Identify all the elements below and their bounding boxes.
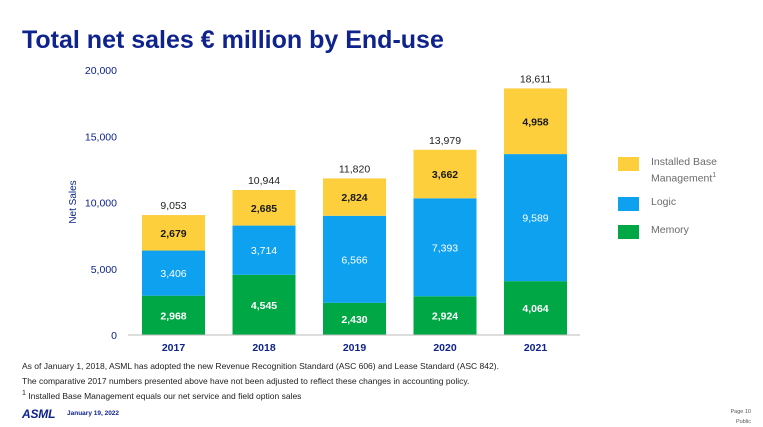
- y-tick-label: 10,000: [85, 198, 117, 210]
- data-label: 2,430: [341, 314, 367, 326]
- footnote-accounting-standards: As of January 1, 2018, ASML has adopted …: [22, 361, 499, 371]
- legend-item: Memory: [618, 224, 741, 239]
- data-label: 2,968: [160, 310, 186, 322]
- data-label: 3,406: [160, 268, 186, 280]
- page-title: Total net sales € million by End-use: [22, 26, 444, 54]
- x-tick-label: 2018: [252, 342, 276, 354]
- total-label: 9,053: [160, 200, 186, 212]
- legend-label: Memory: [651, 224, 741, 237]
- data-label: 2,679: [160, 228, 186, 240]
- legend-label-text: Installed Base Management: [651, 156, 717, 185]
- bar-segment-memory: [142, 295, 205, 335]
- total-label: 10,944: [248, 175, 280, 187]
- y-tick-label: 15,000: [85, 131, 117, 143]
- data-label: 2,685: [251, 203, 277, 215]
- data-label: 4,064: [522, 303, 548, 315]
- bar-segment-memory: [504, 281, 567, 335]
- bar-segment-installed-base-management: [413, 149, 477, 199]
- footnote-marker: 1: [22, 389, 26, 397]
- bar-segment-memory: [323, 302, 386, 335]
- footnote-installed-base-text: Installed Base Management equals our net…: [28, 390, 302, 401]
- data-label: 2,824: [341, 192, 367, 204]
- bar-segment-installed-base-management: [142, 215, 205, 251]
- total-label: 13,979: [429, 135, 461, 147]
- x-tick-label: 2017: [162, 342, 186, 354]
- legend-label: Installed Base Management1: [651, 156, 741, 186]
- footnote-installed-base: 1 Installed Base Management equals our n…: [22, 389, 301, 401]
- data-label: 6,566: [341, 254, 367, 266]
- page-number: Page 10: [730, 409, 752, 415]
- x-tick-label: 2020: [433, 342, 457, 354]
- legend-label-text: Logic: [651, 196, 677, 208]
- bar-segment-logic: [142, 250, 205, 296]
- legend-item: Logic: [618, 196, 741, 211]
- y-tick-label: 0: [111, 330, 117, 342]
- total-label: 18,611: [520, 73, 551, 85]
- x-tick-label: 2019: [343, 342, 367, 354]
- bar-segment-logic: [323, 215, 386, 303]
- legend-swatch: [618, 225, 639, 239]
- bar-segment-memory: [413, 296, 477, 335]
- y-tick-label: 5,000: [91, 264, 117, 276]
- footnote-comparative-2017: The comparative 2017 numbers presented a…: [22, 376, 470, 386]
- x-tick-label: 2021: [524, 342, 548, 354]
- y-tick-label: 20,000: [85, 65, 117, 77]
- legend-footnote-marker: 1: [712, 172, 717, 179]
- total-label: 11,820: [339, 163, 370, 175]
- bar-segment-logic: [413, 198, 477, 297]
- data-label: 4,958: [522, 116, 548, 128]
- legend-swatch: [618, 157, 639, 171]
- bar-segment-logic: [504, 154, 567, 282]
- data-label: 3,662: [432, 169, 458, 181]
- legend-swatch: [618, 197, 639, 211]
- bar-segment-installed-base-management: [504, 88, 567, 155]
- bar-segment-logic: [232, 225, 296, 275]
- data-label: 3,714: [251, 245, 277, 257]
- bar-segment-memory: [232, 274, 296, 335]
- stacked-bar-chart: 0 5,000 10,000 15,000 20,000 Net Sales 2,968 3,…: [68, 65, 580, 354]
- footer-date: January 19, 2022: [67, 410, 120, 417]
- classification-label: Public: [736, 419, 751, 425]
- data-label: 7,393: [432, 242, 458, 254]
- asml-logo: ASML: [22, 407, 56, 421]
- data-label: 9,589: [522, 213, 548, 225]
- legend-item: Installed Base Management1: [618, 156, 741, 186]
- legend-label: Logic: [651, 196, 741, 209]
- bar-segment-installed-base-management: [232, 189, 296, 226]
- legend-label-text: Memory: [651, 224, 689, 236]
- y-axis-label: Net Sales: [68, 180, 79, 223]
- data-label: 4,545: [251, 300, 277, 312]
- data-label: 2,924: [432, 311, 458, 323]
- bar-segment-installed-base-management: [323, 178, 386, 216]
